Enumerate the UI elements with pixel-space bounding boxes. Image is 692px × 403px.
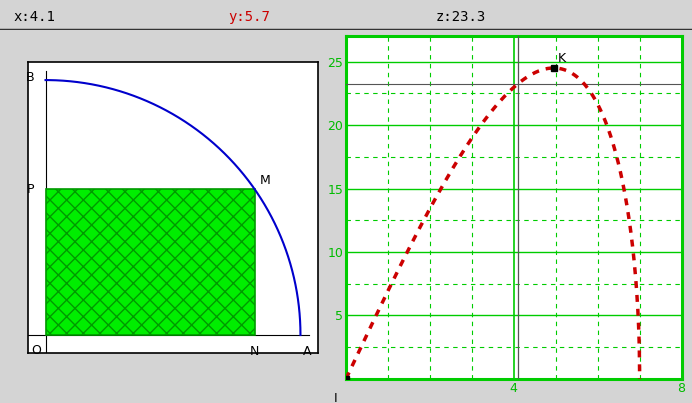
Text: I: I [334, 392, 337, 403]
Text: B: B [26, 71, 35, 84]
Text: M: M [260, 174, 271, 187]
Text: K: K [558, 52, 566, 64]
Text: P: P [27, 183, 35, 195]
Text: O: O [31, 344, 42, 357]
Text: x:4.1: x:4.1 [14, 10, 56, 24]
Text: A: A [303, 345, 311, 358]
Text: y:5.7: y:5.7 [228, 10, 271, 24]
Text: z:23.3: z:23.3 [436, 10, 486, 24]
Bar [46, 189, 255, 335]
Text: N: N [250, 345, 260, 358]
